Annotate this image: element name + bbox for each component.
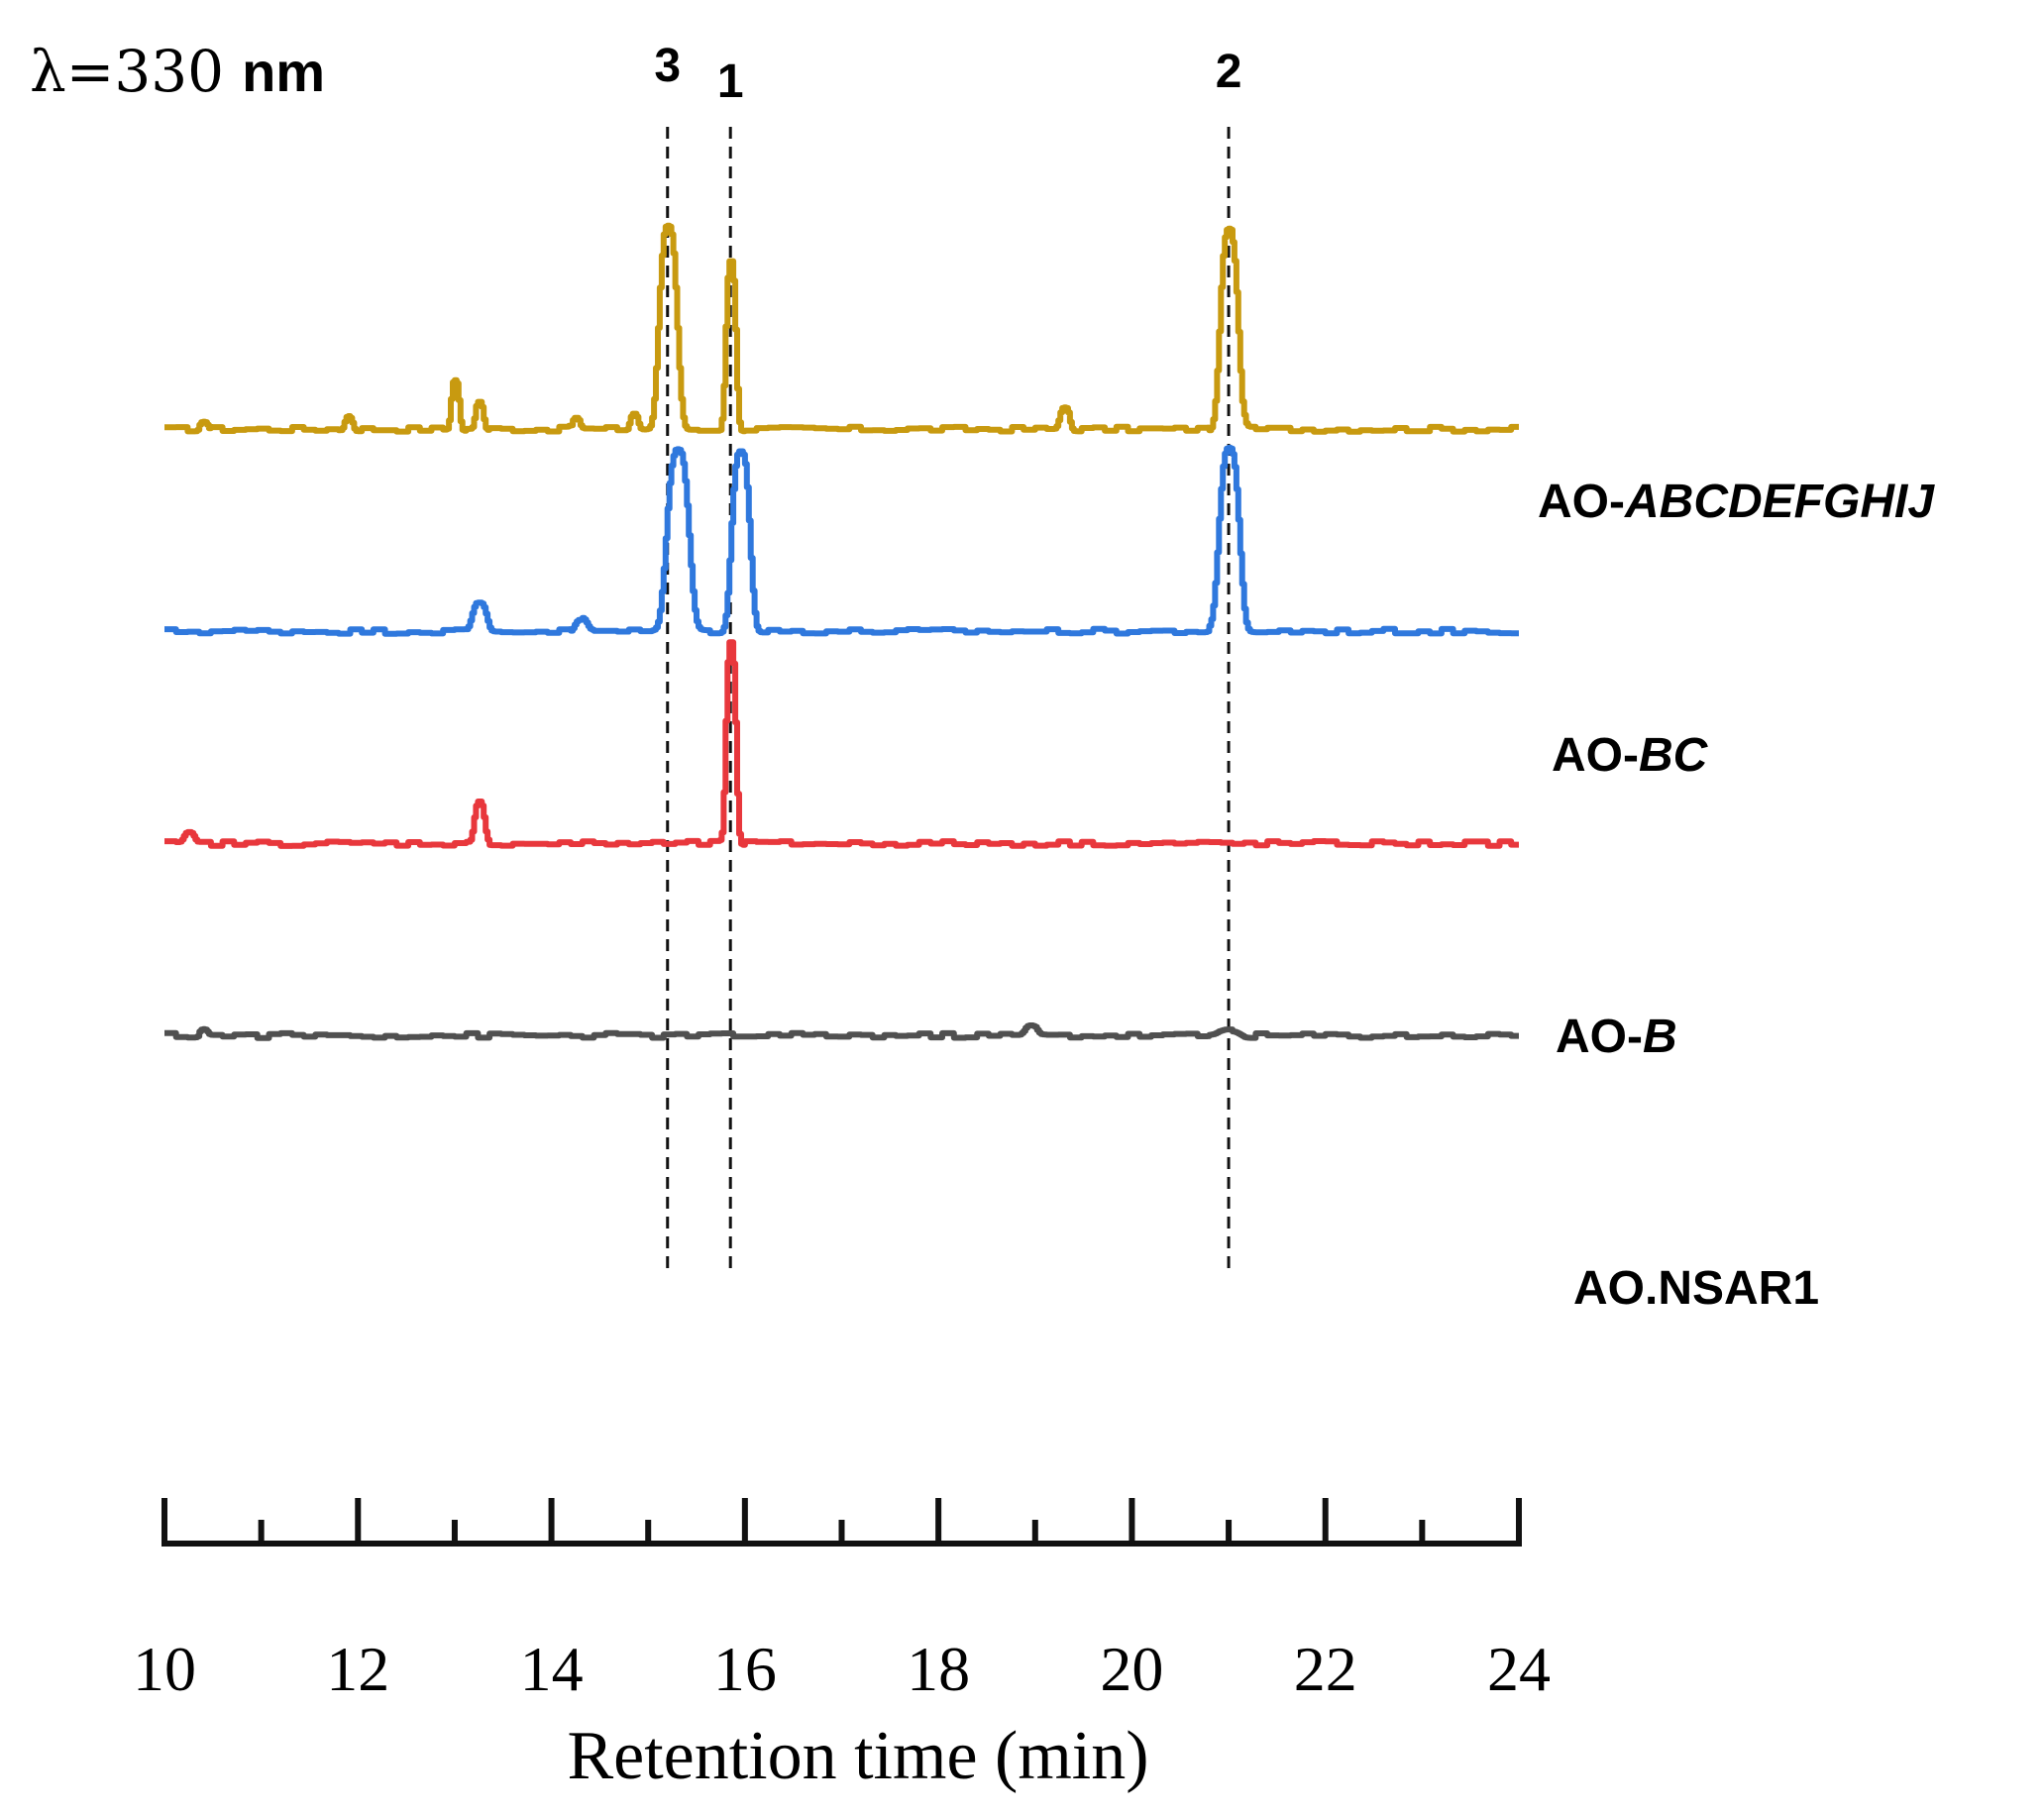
- x-tick-label: 16: [713, 1634, 777, 1704]
- trace-ao-bc: [163, 444, 1520, 637]
- trace-label-nsar1: AO.NSAR1: [1573, 1262, 1819, 1315]
- x-tick-label: 14: [520, 1634, 584, 1704]
- wavelength-value: λ=330: [30, 38, 224, 105]
- trace-label-bc: AO-BC: [1552, 729, 1709, 782]
- trace-ao-b: [163, 639, 1520, 849]
- x-tick-label: 22: [1294, 1634, 1357, 1704]
- peak-marker-label-1: 1: [717, 55, 744, 108]
- wavelength-annotation: λ=330 nm: [30, 38, 325, 105]
- x-tick-label: 10: [133, 1634, 196, 1704]
- peak-marker-label-2: 2: [1216, 46, 1242, 98]
- trace-ao-abcdefghij: [163, 222, 1520, 435]
- x-tick-label: 18: [907, 1634, 970, 1704]
- x-axis: 10 12 14 16 18 20 22 24: [133, 1498, 1551, 1704]
- x-tick-label: 20: [1100, 1634, 1163, 1704]
- x-tick-label: 24: [1487, 1634, 1551, 1704]
- wavelength-unit: nm: [242, 41, 325, 103]
- traces: [163, 222, 1520, 1041]
- trace-label-abcdefghij: AO-ABCDEFGHIJ: [1538, 476, 1935, 528]
- trace-label-b: AO-B: [1556, 1011, 1677, 1063]
- x-tick-label: 12: [326, 1634, 389, 1704]
- peak-marker-label-3: 3: [654, 40, 681, 92]
- trace-ao-nsar1: [163, 1022, 1520, 1041]
- x-axis-title: Retention time (min): [567, 1718, 1148, 1794]
